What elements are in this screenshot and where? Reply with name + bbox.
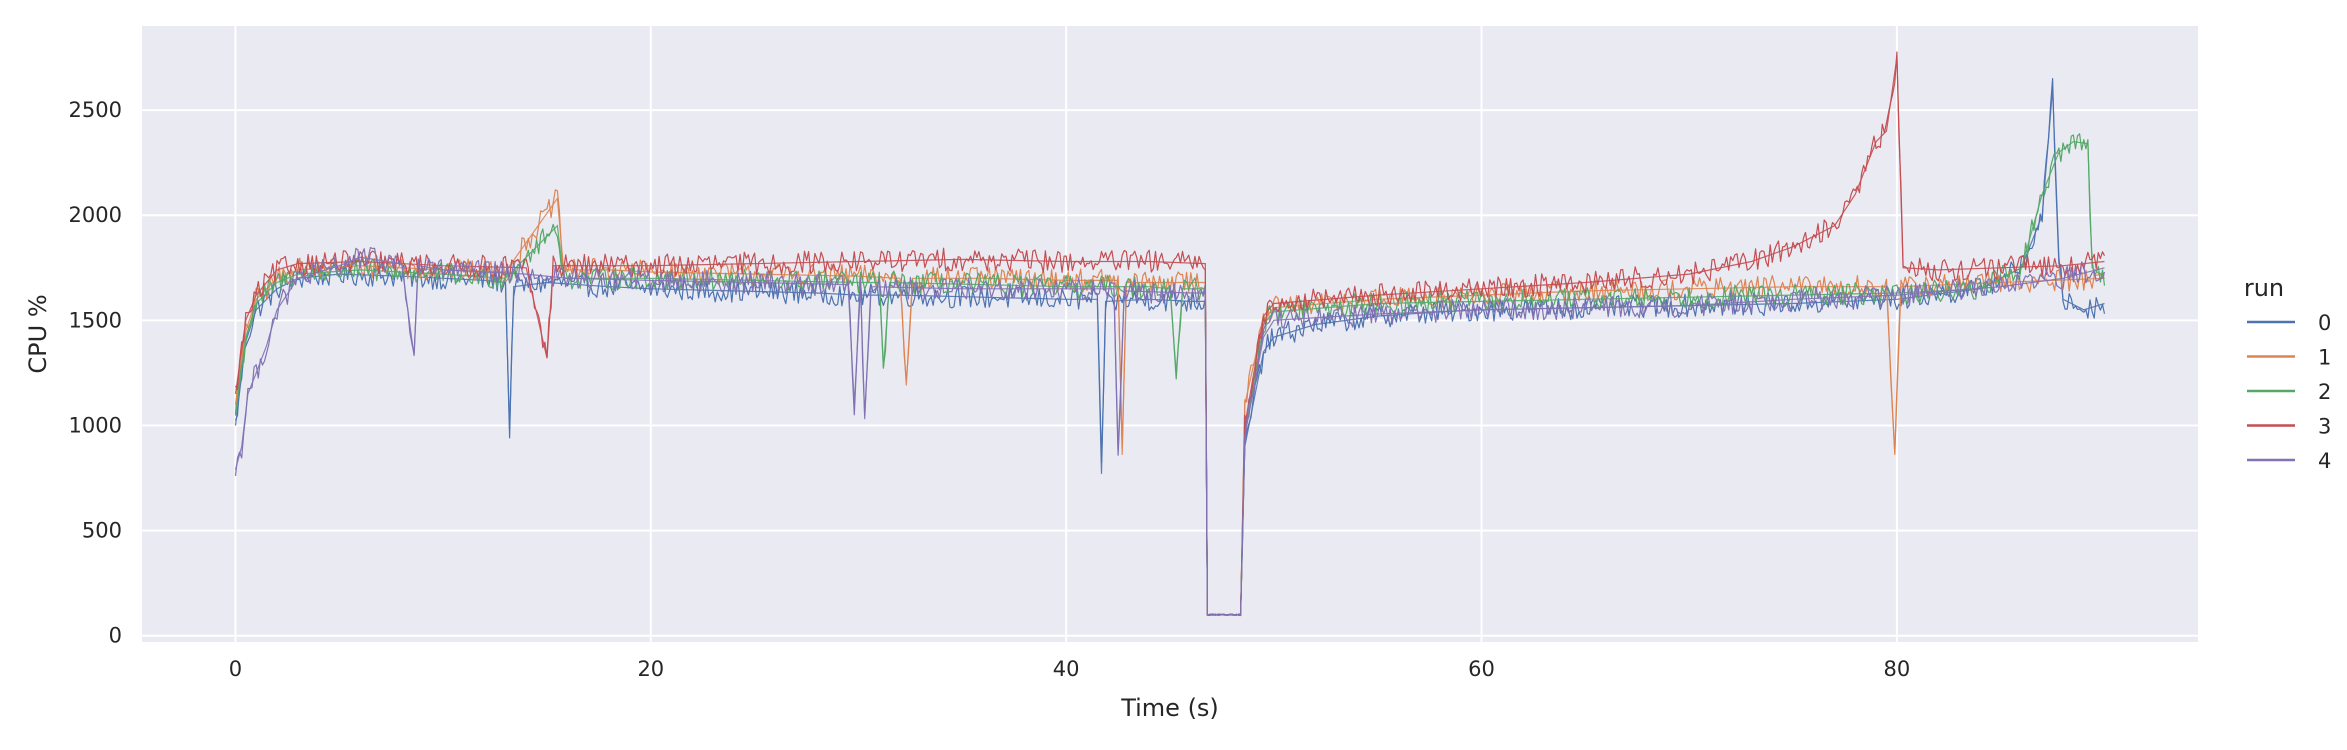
x-tick-label: 0 (229, 657, 242, 681)
y-tick-label: 2500 (69, 98, 122, 122)
legend-label-run-1: 1 (2318, 346, 2331, 370)
legend-label-run-4: 4 (2318, 449, 2331, 473)
legend-label-run-2: 2 (2318, 380, 2331, 404)
y-tick-label: 2000 (69, 203, 122, 227)
y-tick-label: 0 (109, 624, 122, 648)
y-axis-label: CPU % (24, 294, 52, 373)
y-tick-label: 1000 (69, 413, 122, 437)
legend: run 0 1 2 3 4 (2244, 274, 2332, 473)
series-anchor-run-4 (234, 256, 2105, 616)
x-axis-label: Time (s) (1120, 694, 1219, 722)
legend-label-run-0: 0 (2318, 311, 2331, 335)
x-tick-label: 60 (1468, 657, 1495, 681)
series-anchor-run-0 (234, 89, 2105, 616)
x-tick-label: 20 (637, 657, 664, 681)
x-tick-label: 80 (1884, 657, 1911, 681)
legend-label-run-3: 3 (2318, 415, 2331, 439)
axis-ticks: 0 20 40 60 80 0 500 1000 1500 2000 2500 (69, 98, 1911, 681)
legend-title: run (2244, 274, 2284, 302)
y-tick-label: 1500 (69, 308, 122, 332)
y-tick-label: 500 (82, 519, 122, 543)
grid-lines (142, 26, 2198, 642)
series-line-run-4 (234, 247, 2106, 617)
x-tick-label: 40 (1053, 657, 1080, 681)
series-lines (234, 51, 2106, 617)
plot-background (142, 26, 2198, 642)
